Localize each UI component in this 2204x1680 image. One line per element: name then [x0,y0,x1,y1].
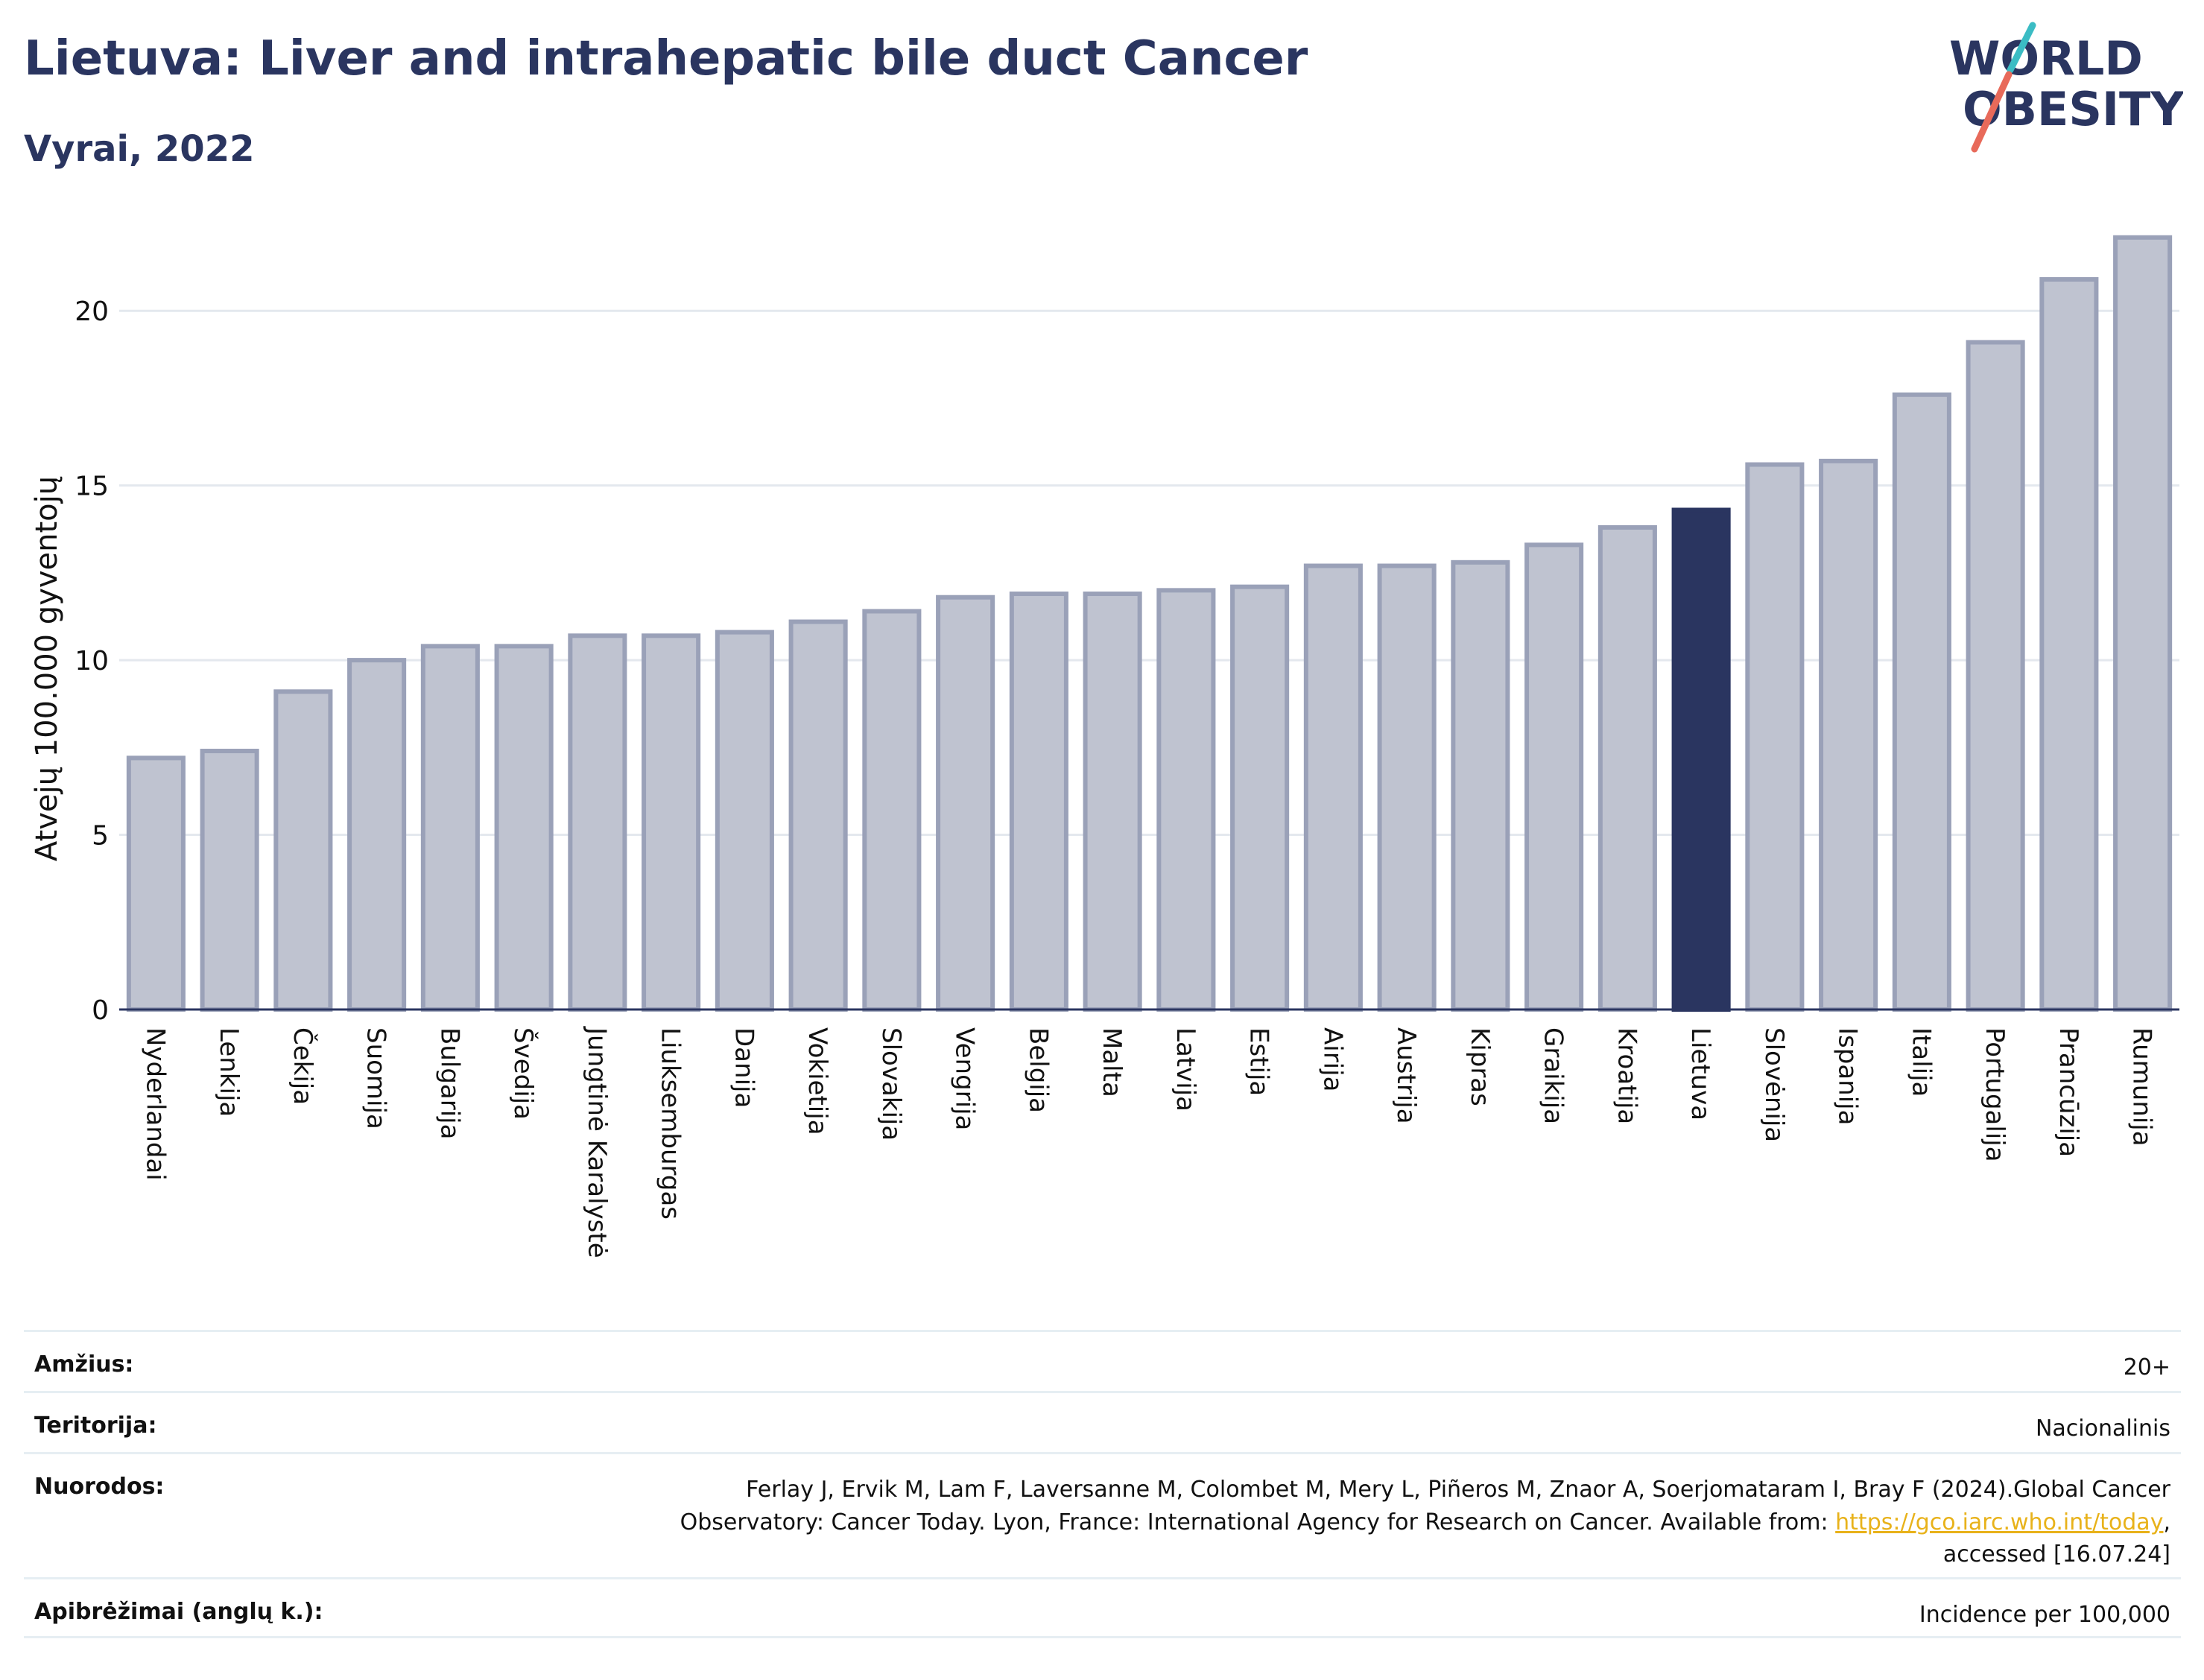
x-tick-label: Kipras [1465,1027,1495,1106]
bar-austrija [1377,563,1437,1012]
bar-vengrija [936,595,995,1012]
bar-nyderlandai [126,755,186,1012]
reference-text: Ferlay J, Ervik M, Lam F, Laversanne M, … [680,1477,2170,1535]
x-tick-label: Vengrija [950,1027,980,1130]
bar-slovėnija [1745,462,1805,1012]
meta-value-definitions: Incidence per 100,000 [1919,1602,2170,1628]
bar-airija [1303,563,1363,1012]
x-tick-label: Malta [1097,1027,1127,1097]
bar-čekija [273,689,333,1012]
x-tick-label: Kroatija [1612,1027,1641,1124]
x-tick-label: Jungtinė Karalystė [582,1026,612,1258]
bar-belgija [1009,592,1068,1012]
bar-švedija [494,644,554,1012]
y-tick-label: 10 [75,646,109,676]
y-tick-label: 20 [75,297,109,327]
x-tick-label: Čekija [288,1027,318,1105]
bar-jungtinė-karalystė [568,633,627,1012]
meta-label-territory: Teritorija: [34,1413,157,1439]
bar-kroatija [1597,524,1657,1012]
reference-suffix: , accessed [16.07.24] [1942,1509,2170,1568]
x-tick-label: Liuksemburgas [656,1027,685,1220]
bar-slovakija [862,609,922,1012]
x-tick-label: Graikija [1539,1027,1568,1124]
x-tick-label: Estija [1244,1027,1274,1096]
bar-ispanija [1819,458,1878,1012]
y-tick-label: 5 [92,821,109,852]
x-tick-label: Nyderlandai [140,1027,170,1181]
meta-value-territory: Nacionalinis [2035,1416,2170,1442]
bar-lietuva [1671,507,1731,1012]
x-tick-labels: Nyderlandai Lenkija Čekija Suomija Bulgarija… [140,1026,2156,1258]
bar-vokietija [788,619,848,1012]
logo-word-world: WORLD [1949,31,2143,86]
logo-slash-coral [1971,71,2013,153]
y-tick-label: 15 [75,472,109,502]
x-tick-label: Bulgarija [434,1027,464,1139]
y-axis-title: Atvejų 100.000 gyventojų [30,476,64,861]
bars [126,235,2173,1012]
bar-prancūzija [2039,277,2099,1012]
x-tick-label: Lietuva [1685,1027,1715,1120]
meta-value-references: Ferlay J, Ervik M, Lam F, Laversanne M, … [621,1474,2181,1571]
metadata-table: Amžius: 20+ Teritorija: Nacionalinis Nuo… [24,1330,2181,1638]
x-tick-label: Rumunija [2127,1027,2157,1147]
x-tick-label: Belgija [1023,1027,1053,1113]
x-tick-label: Švedija [508,1027,539,1120]
bar-suomija [347,658,407,1012]
meta-row-age: Amžius: 20+ [24,1330,2181,1391]
x-tick-label: Prancūzija [2053,1027,2083,1157]
x-tick-label: Latvija [1171,1027,1200,1112]
bar-latvija [1156,588,1216,1012]
bar-italija [1892,392,1951,1012]
meta-row-definitions: Apibrėžimai (anglų k.): Incidence per 10… [24,1577,2181,1638]
x-tick-label: Slovėnija [1759,1027,1789,1142]
bar-chart: Nyderlandai Lenkija Čekija Suomija Bulgarija… [30,235,2179,1258]
chart-subtitle: Vyrai, 2022 [24,128,255,170]
bar-rumunija [2113,235,2173,1012]
bar-danija [715,630,774,1012]
meta-row-references: Nuorodos: Ferlay J, Ervik M, Lam F, Lave… [24,1452,2181,1577]
y-tick-labels: 0 5 10 15 20 [75,297,109,1026]
x-tick-label: Austrija [1391,1027,1421,1124]
x-tick-label: Airija [1317,1027,1347,1091]
bar-malta [1083,592,1142,1012]
world-obesity-logo: WORLD OBESITY [1949,22,2183,153]
meta-value-age: 20+ [2123,1354,2170,1381]
x-tick-label: Lenkija [214,1027,244,1117]
x-tick-label: Portugalija [1980,1027,2010,1162]
bar-bulgarija [420,644,480,1012]
reference-link[interactable]: https://gco.iarc.who.int/today [1835,1509,2164,1535]
bar-liuksemburgas [642,633,701,1012]
x-tick-label: Slovakija [876,1027,906,1141]
bar-graikija [1524,542,1584,1012]
meta-label-age: Amžius: [34,1351,134,1378]
x-tick-label: Vokietija [802,1027,832,1135]
x-tick-label: Ispanija [1833,1027,1863,1125]
x-tick-label: Danija [729,1027,759,1108]
bar-portugalija [1966,340,2025,1012]
meta-label-references: Nuorodos: [34,1474,165,1500]
logo-slash-teal [2007,22,2036,74]
x-tick-label: Italija [1906,1027,1936,1097]
y-tick-label: 0 [92,995,109,1026]
meta-row-territory: Teritorija: Nacionalinis [24,1391,2181,1452]
bar-kipras [1451,560,1510,1012]
chart-title: Lietuva: Liver and intrahepatic bile duc… [24,31,1308,86]
x-tick-label: Suomija [361,1027,391,1129]
bar-lenkija [200,749,259,1012]
meta-label-definitions: Apibrėžimai (anglų k.): [34,1599,323,1625]
bar-estija [1230,584,1290,1012]
